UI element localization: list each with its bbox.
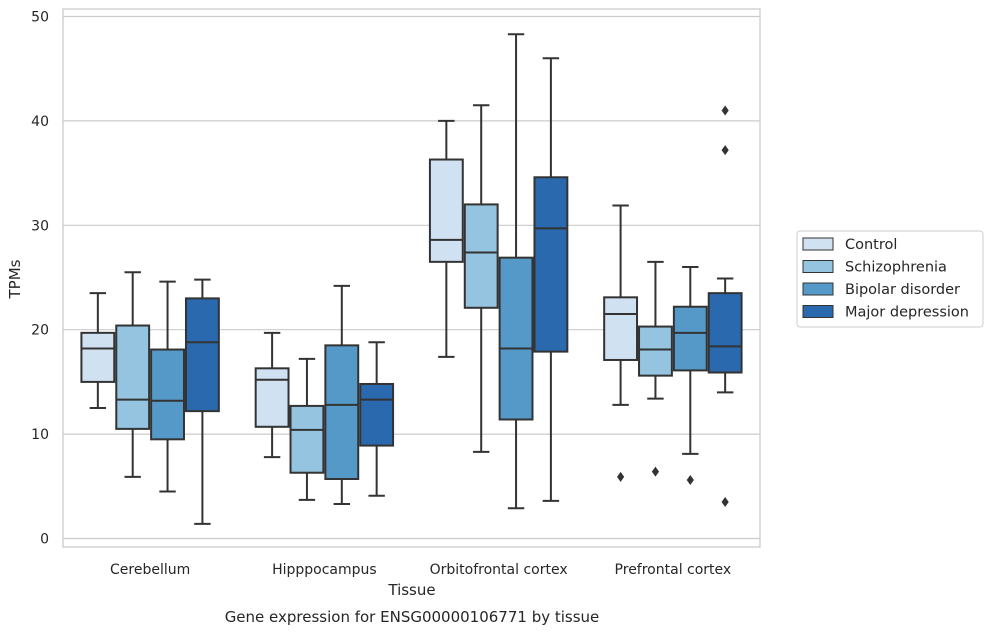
legend-items: Control Schizophrenia Bipolar disorder Majo… bbox=[802, 237, 969, 321]
y-tick-labels: 0 10 20 30 40 50 bbox=[31, 10, 49, 548]
box-iqr bbox=[672, 305, 708, 372]
x-tick-labels: Cerebellum Hipppocampus Orbitofrontal cort… bbox=[110, 562, 731, 578]
legend-item-major-depression: Major depression bbox=[802, 305, 969, 321]
legend-label: Bipolar disorder bbox=[845, 282, 960, 298]
box-prefrontal-cortex-major-depression bbox=[707, 105, 743, 507]
legend-item-schizophrenia: Schizophrenia bbox=[802, 260, 947, 276]
box-iqr bbox=[289, 404, 325, 474]
x-tick-label-prefrontal-cortex: Prefrontal cortex bbox=[615, 562, 732, 578]
outlier-point bbox=[686, 475, 694, 486]
box-iqr bbox=[150, 348, 185, 441]
y-tick-label-40: 40 bbox=[31, 114, 49, 130]
box-iqr bbox=[638, 325, 673, 377]
legend-swatch bbox=[802, 282, 834, 296]
box-iqr bbox=[359, 382, 395, 447]
box-iqr bbox=[463, 203, 499, 309]
box-iqr bbox=[533, 176, 569, 353]
outlier-point bbox=[651, 466, 660, 477]
y-tick-label-20: 20 bbox=[31, 323, 49, 339]
box-cerebellum-bipolar-disorder bbox=[150, 280, 185, 493]
box-iqr bbox=[115, 324, 151, 430]
plot-frame bbox=[62, 8, 761, 548]
legend-item-bipolar-disorder: Bipolar disorder bbox=[802, 282, 960, 298]
legend-frame bbox=[796, 230, 984, 328]
box-prefrontal-cortex-bipolar-disorder bbox=[672, 266, 708, 486]
legend-swatch bbox=[802, 237, 834, 251]
box-iqr bbox=[254, 367, 290, 428]
box-hipppocampus-bipolar-disorder bbox=[324, 284, 360, 506]
box-iqr bbox=[80, 331, 116, 383]
box-orbitofrontal-cortex-bipolar-disorder bbox=[498, 33, 534, 510]
outlier-point bbox=[721, 496, 729, 507]
legend-swatch bbox=[802, 260, 834, 273]
outlier-point bbox=[721, 105, 729, 116]
box-prefrontal-cortex-control bbox=[603, 204, 639, 482]
x-tick-label-cerebellum: Cerebellum bbox=[110, 562, 190, 578]
outlier-point bbox=[721, 145, 729, 156]
box-iqr bbox=[184, 297, 220, 413]
box-iqr bbox=[324, 344, 360, 480]
box-prefrontal-cortex-schizophrenia bbox=[638, 260, 673, 477]
box-hipppocampus-schizophrenia bbox=[289, 357, 325, 501]
legend-item-control: Control bbox=[802, 237, 897, 253]
x-tick-label-hipppocampus: Hipppocampus bbox=[272, 562, 377, 578]
box-iqr bbox=[498, 256, 534, 421]
y-axis-label: TPMs bbox=[6, 259, 24, 299]
outlier-point bbox=[617, 471, 625, 482]
y-tick-label-50: 50 bbox=[31, 10, 49, 26]
box-iqr bbox=[707, 292, 743, 374]
y-tick-label-10: 10 bbox=[31, 427, 49, 443]
legend-label: Major depression bbox=[845, 305, 969, 321]
box-cerebellum-control bbox=[80, 292, 116, 409]
box-orbitofrontal-cortex-major-depression bbox=[533, 57, 569, 502]
y-tick-label-30: 30 bbox=[31, 218, 49, 234]
box-orbitofrontal-cortex-schizophrenia bbox=[463, 104, 499, 453]
box-plot-groups bbox=[80, 33, 743, 525]
box-cerebellum-schizophrenia bbox=[115, 271, 151, 478]
box-cerebellum-major-depression bbox=[184, 278, 220, 525]
chart-caption: Gene expression for ENSG00000106771 by t… bbox=[225, 608, 600, 626]
legend: Control Schizophrenia Bipolar disorder Majo… bbox=[796, 230, 984, 328]
box-orbitofrontal-cortex-control bbox=[428, 119, 464, 358]
legend-label: Schizophrenia bbox=[845, 260, 947, 276]
box-iqr bbox=[603, 296, 639, 361]
box-hipppocampus-control bbox=[254, 331, 290, 459]
y-tick-label-0: 0 bbox=[40, 532, 49, 548]
box-iqr bbox=[428, 158, 464, 263]
x-tick-label-orbitofrontal-cortex: Orbitofrontal cortex bbox=[430, 562, 568, 578]
box-hipppocampus-major-depression bbox=[359, 341, 395, 497]
legend-label: Control bbox=[845, 237, 897, 253]
x-axis-label: Tissue bbox=[387, 581, 435, 599]
legend-swatch bbox=[802, 305, 834, 318]
